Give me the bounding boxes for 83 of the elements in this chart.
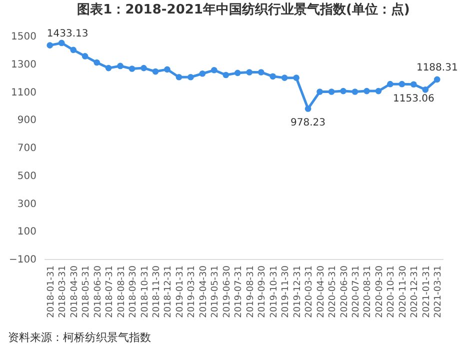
chart-title: 图表1：2018-2021年中国纺织行业景气指数(单位：点) bbox=[77, 1, 410, 18]
point bbox=[293, 74, 300, 81]
data-label: 1433.13 bbox=[46, 28, 88, 40]
x-tick-label: 2018-07-31 bbox=[105, 266, 116, 318]
x-tick-label: 2020-04-30 bbox=[316, 265, 326, 318]
point bbox=[316, 88, 323, 95]
x-tick-label: 2019-04-30 bbox=[198, 265, 209, 318]
point bbox=[281, 74, 288, 81]
point bbox=[328, 88, 335, 95]
x-tick-label: 2018-12-31 bbox=[164, 266, 174, 318]
x-tick-label: 2020-10-31 bbox=[386, 266, 397, 318]
x-tick-label: 2020-07-31 bbox=[351, 266, 362, 318]
point bbox=[375, 88, 382, 94]
point bbox=[364, 88, 370, 94]
x-tick-label: 2018-10-31 bbox=[140, 266, 150, 318]
point bbox=[410, 81, 417, 88]
y-tick-label: 700 bbox=[17, 143, 36, 154]
x-tick-label: 2020-03-31 bbox=[304, 266, 315, 318]
x-tick-label: 2018-04-30 bbox=[70, 265, 80, 318]
point bbox=[270, 73, 276, 80]
point bbox=[398, 80, 406, 88]
y-tick-label: 1300 bbox=[11, 59, 36, 70]
point bbox=[434, 76, 440, 83]
x-tick-label: 2020-12-31 bbox=[410, 266, 420, 318]
x-tick-label: 2019-06-30 bbox=[222, 265, 232, 318]
x-tick-label: 2019-10-31 bbox=[269, 266, 280, 318]
point bbox=[128, 66, 136, 72]
y-tick-label: 1500 bbox=[11, 32, 36, 42]
point bbox=[46, 42, 54, 48]
point bbox=[222, 72, 230, 78]
x-tick-label: 2020-09-30 bbox=[374, 265, 385, 318]
y-tick-label: 500 bbox=[17, 170, 36, 182]
x-tick-label: 2020-11-30 bbox=[398, 265, 408, 318]
x-tick-label: 2019-08-31 bbox=[246, 266, 256, 318]
y-tick-label: 1100 bbox=[11, 87, 36, 98]
x-tick-label: 2018-06-30 bbox=[93, 265, 104, 318]
point bbox=[258, 69, 264, 76]
data-label: 1153.06 bbox=[392, 93, 434, 104]
point bbox=[211, 66, 218, 74]
point bbox=[94, 59, 100, 66]
text: 资料来源：柯桥纺织景气指数 bbox=[8, 330, 151, 345]
point bbox=[199, 70, 206, 77]
x-tick-label: 2019-09-30 bbox=[258, 265, 268, 318]
x-tick-label: 2020-08-31 bbox=[363, 266, 374, 318]
point bbox=[105, 64, 112, 72]
y-tick-label: −100 bbox=[9, 254, 36, 266]
point bbox=[340, 88, 346, 94]
point bbox=[422, 86, 429, 93]
x-tick-label: 2018-08-31 bbox=[116, 266, 127, 318]
x-tick-label: 2019-12-31 bbox=[292, 266, 303, 318]
point bbox=[117, 62, 124, 70]
point bbox=[82, 53, 88, 60]
x-tick-label: 2019-05-31 bbox=[210, 266, 221, 318]
point bbox=[164, 66, 170, 73]
point bbox=[176, 74, 182, 80]
y-tick-label: 100 bbox=[17, 226, 36, 238]
y-tick-label: 900 bbox=[17, 115, 36, 126]
data-label: 1188.31 bbox=[416, 62, 458, 74]
x-tick-label: 2019-03-31 bbox=[187, 266, 198, 318]
x-tick-label: 2020-05-31 bbox=[328, 266, 338, 318]
point bbox=[58, 40, 65, 46]
point bbox=[387, 80, 394, 88]
x-tick-label: 2021-01-31 bbox=[422, 266, 432, 318]
x-tick-label: 2021-03-31 bbox=[434, 266, 444, 318]
y-tick-label: 300 bbox=[17, 198, 36, 210]
x-tick-label: 2018-11-30 bbox=[152, 265, 162, 318]
point bbox=[234, 70, 241, 76]
point bbox=[246, 69, 253, 76]
point bbox=[304, 106, 312, 112]
x-tick-label: 2019-11-30 bbox=[281, 265, 292, 318]
x-tick-label: 2020-06-30 bbox=[340, 265, 350, 318]
x-tick-label: 2018-05-31 bbox=[82, 266, 92, 318]
x-tick-label: 2018-09-30 bbox=[128, 265, 139, 318]
x-tick-label: 2018-03-31 bbox=[58, 266, 68, 318]
x-tick-label: 2018-01-31 bbox=[46, 266, 56, 318]
point bbox=[352, 88, 358, 95]
point bbox=[70, 46, 76, 54]
x-tick-label: 2019-07-31 bbox=[234, 266, 244, 318]
point bbox=[152, 68, 159, 75]
data-label: 978.23 bbox=[290, 118, 326, 129]
x-tick-label: 2019-01-31 bbox=[175, 266, 186, 318]
point bbox=[140, 64, 147, 72]
point bbox=[188, 74, 194, 80]
